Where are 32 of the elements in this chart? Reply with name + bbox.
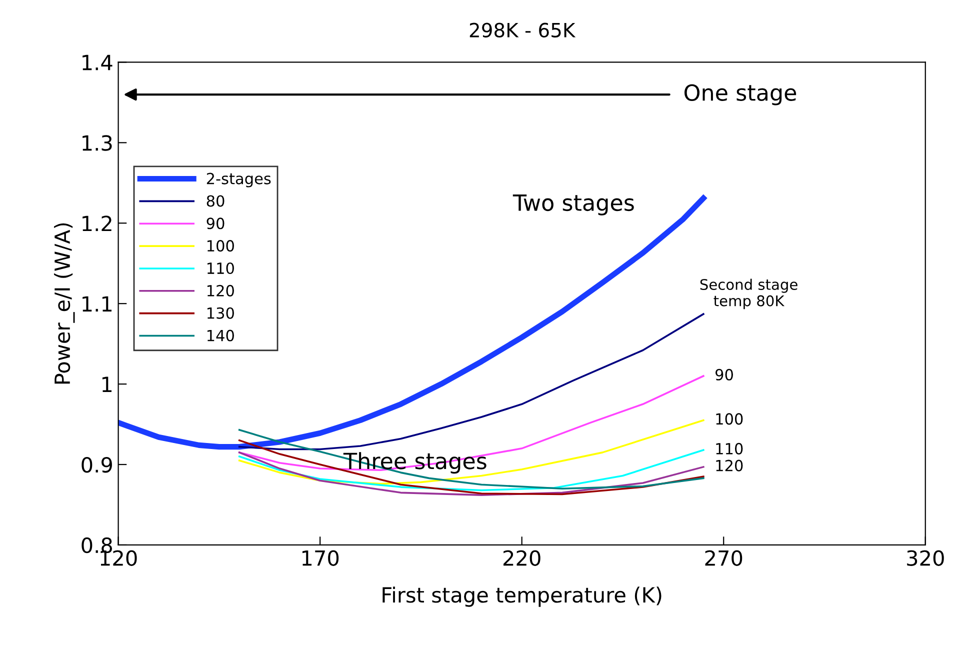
annotation: 90	[716, 368, 733, 380]
legend-label: 140	[207, 330, 234, 342]
annotation: Second stage temp 80K	[700, 278, 798, 310]
legend-label: 110	[207, 262, 234, 274]
legend-label: 90	[206, 218, 224, 230]
y-tick-label: 1.4	[82, 54, 112, 70]
y-tick-label: 1.3	[82, 135, 112, 151]
legend-label: 130	[207, 307, 234, 319]
x-tick-label: 170	[302, 550, 339, 566]
legend-label: 2-stages	[206, 172, 271, 188]
annotation: One stage	[684, 84, 796, 106]
legend-label: 100	[207, 240, 234, 252]
x-tick-label: 220	[503, 550, 540, 566]
annotation: Two stages	[512, 194, 634, 216]
legend-label: 80	[206, 195, 224, 207]
legend-label: 120	[207, 284, 234, 296]
line-series	[238, 419, 704, 485]
annotation: 110	[716, 442, 743, 454]
chart-title: 298K - 65K	[470, 22, 576, 38]
y-tick-label: 1.1	[82, 296, 112, 312]
y-axis-title: Power_e/I (W/A)	[54, 223, 75, 384]
x-axis-title: First stage temperature (K)	[382, 586, 662, 607]
x-tick-label: 270	[705, 550, 742, 566]
line-series	[238, 439, 704, 496]
y-tick-label: 1	[102, 376, 112, 392]
annotation: 100	[716, 413, 743, 425]
y-tick-label: 0.9	[82, 456, 112, 473]
annotation: 120	[716, 460, 743, 472]
line-series	[238, 429, 704, 490]
line-series	[238, 313, 704, 450]
y-tick-label: 1.2	[82, 216, 112, 232]
x-tick-label: 320	[907, 550, 944, 566]
